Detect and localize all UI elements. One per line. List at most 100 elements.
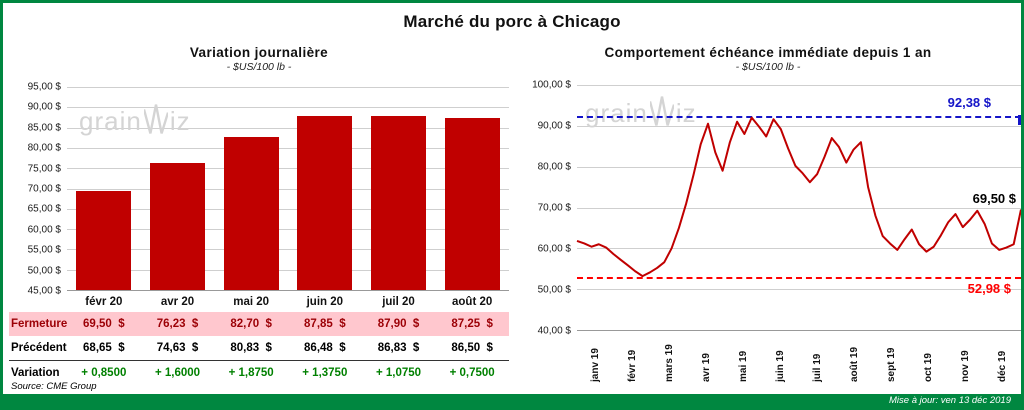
table-row-variation: Variation + 0,8500 + 1,6000 + 1,8750 + 1,375…: [9, 360, 509, 384]
bar-chart-subtitle: - $US/100 lb -: [226, 61, 292, 73]
bar-y-tick-label: 45,00 $: [27, 285, 61, 297]
x-tick-label: août 19: [848, 346, 860, 382]
line-y-tick-label: 60,00 $: [537, 243, 571, 255]
bar-y-tick-label: 75,00 $: [27, 163, 61, 175]
x-tick-cell: déc 19: [984, 334, 1021, 382]
row-label-precedent: Précédent: [11, 342, 67, 354]
month-header-cell: mai 20: [233, 295, 270, 308]
updated-note: Mise à jour: ven 13 déc 2019: [889, 395, 1011, 406]
bar-y-tick-label: 80,00 $: [27, 142, 61, 154]
x-tick-label: juil 19: [811, 353, 823, 382]
line-y-tick-label: 100,00 $: [532, 79, 571, 91]
row-label-variation: Variation: [11, 366, 60, 379]
bar-chart-y-axis: 95,00 $ 90,00 $ 85,00 $ 80,00 $ 75,00 $ 70,00…: [9, 82, 67, 297]
bar-févr 20: [76, 190, 132, 290]
line-chart-title: Comportement échéance immédiate depuis 1…: [604, 45, 932, 60]
x-tick-label: juin 19: [774, 350, 786, 382]
line-y-tick-label: 80,00 $: [537, 161, 571, 173]
value-cell: 82,70 $: [230, 318, 272, 330]
quotes-table: févr 20 avr 20 mai 20 juin 20 juil 20 août 20…: [9, 291, 509, 384]
value-cell: 86,50 $: [451, 342, 493, 354]
gridline: [577, 166, 1021, 168]
value-cell: 87,85 $: [304, 318, 346, 330]
x-tick-label: nov 19: [959, 350, 971, 382]
gridline: [67, 147, 509, 149]
max-annotation: 92,38 $: [947, 95, 991, 111]
value-cell: 80,83 $: [230, 342, 272, 354]
watermark-lightning-icon: [143, 104, 168, 134]
gridline: [67, 229, 509, 231]
bar-juin 20: [297, 116, 353, 290]
x-tick-label: avr 19: [700, 353, 712, 382]
x-tick-cell: sept 19: [873, 334, 910, 382]
bar-mai 20: [223, 136, 279, 290]
line-y-tick-label: 70,00 $: [537, 202, 571, 214]
value-cell: 86,83 $: [377, 342, 420, 354]
x-tick-label: sept 19: [885, 347, 897, 382]
x-tick-label: oct 19: [922, 353, 934, 382]
gridline: [67, 127, 509, 129]
bar-slot: [370, 87, 426, 290]
x-tick-cell: oct 19: [910, 334, 947, 382]
line-y-tick-label: 40,00 $: [537, 325, 571, 337]
last-price-annotation: 69,50 $: [972, 190, 1016, 206]
gridline: [67, 208, 509, 210]
gridline: [577, 248, 1021, 250]
gridline: [67, 87, 509, 88]
bar-chart-panel: Variation journalière - $US/100 lb - 95,…: [9, 39, 509, 384]
x-tick-cell: juin 19: [762, 334, 799, 382]
watermark: grain iz: [79, 103, 191, 137]
footer-bar: Mise à jour: ven 13 déc 2019: [3, 394, 1021, 407]
page-title: Marché du porc à Chicago: [403, 12, 621, 31]
price-line-svg: [576, 116, 1021, 278]
value-cell: + 1,0750: [375, 366, 422, 379]
line-chart-area: 100,00 $ 90,00 $ 80,00 $ 70,00 $ 60,00 $ 50,0…: [515, 80, 1021, 337]
line-chart-x-axis: janv 19 févr 19 mars 19 avr 19 mai 19 juin 19…: [577, 334, 1021, 382]
bar-y-tick-label: 85,00 $: [27, 122, 61, 134]
watermark-text-right: iz: [169, 106, 191, 136]
bar-août 20: [444, 118, 500, 290]
price-line: [576, 116, 1021, 278]
value-cell: + 0,8500: [81, 366, 127, 379]
month-header-cell: juil 20: [382, 295, 415, 308]
x-tick-label: mai 19: [737, 350, 749, 382]
bar-juil 20: [370, 115, 426, 290]
value-cell: + 1,8750: [228, 366, 274, 379]
x-tick-label: mars 19: [663, 344, 675, 382]
gridline: [577, 125, 1021, 127]
gridline: [577, 289, 1021, 291]
bar-y-tick-label: 65,00 $: [27, 203, 61, 215]
value-cell: 76,23 $: [156, 318, 199, 330]
line-chart-panel: Comportement échéance immédiate depuis 1…: [515, 39, 1021, 382]
table-row-fermeture: Fermeture 69,50 $ 76,23 $ 82,70 $ 87,85 $ 87,…: [9, 312, 509, 336]
bar-avr 20: [149, 163, 205, 290]
bar-y-tick-label: 95,00 $: [27, 81, 61, 93]
month-header-cell: avr 20: [160, 295, 195, 308]
table-row-precedent: Précédent 68,65 $ 74,63 $ 80,83 $ 86,48 $ 86,…: [9, 336, 509, 360]
bar-y-tick-label: 55,00 $: [27, 244, 61, 256]
bar-series: [67, 87, 509, 290]
x-tick-cell: mai 19: [725, 334, 762, 382]
bar-slot: [223, 87, 279, 290]
x-tick-cell: janv 19: [577, 334, 614, 382]
value-cell: 69,50 $: [83, 318, 125, 330]
x-tick-cell: juil 19: [799, 334, 836, 382]
bar-slot: [76, 87, 132, 290]
value-cell: 74,63 $: [156, 342, 199, 354]
x-tick-cell: nov 19: [947, 334, 984, 382]
ref-line-end-cap: [1018, 115, 1021, 126]
bar-plot: grain iz: [67, 87, 509, 291]
ref-line-min: [577, 276, 1021, 279]
value-cell: 87,25 $: [451, 318, 493, 330]
ref-line-max: [577, 116, 1021, 119]
bar-chart-area: 95,00 $ 90,00 $ 85,00 $ 80,00 $ 75,00 $ 70,00…: [9, 82, 509, 297]
bar-y-tick-label: 70,00 $: [27, 183, 61, 195]
month-header-cell: févr 20: [85, 295, 123, 308]
source-note: Source: CME Group: [11, 381, 97, 392]
month-header-cell: juin 20: [306, 295, 344, 308]
min-annotation: 52,98 $: [967, 280, 1011, 296]
gridline: [67, 249, 509, 251]
bar-y-tick-label: 60,00 $: [27, 224, 61, 236]
watermark-text-left: grain: [79, 106, 142, 136]
